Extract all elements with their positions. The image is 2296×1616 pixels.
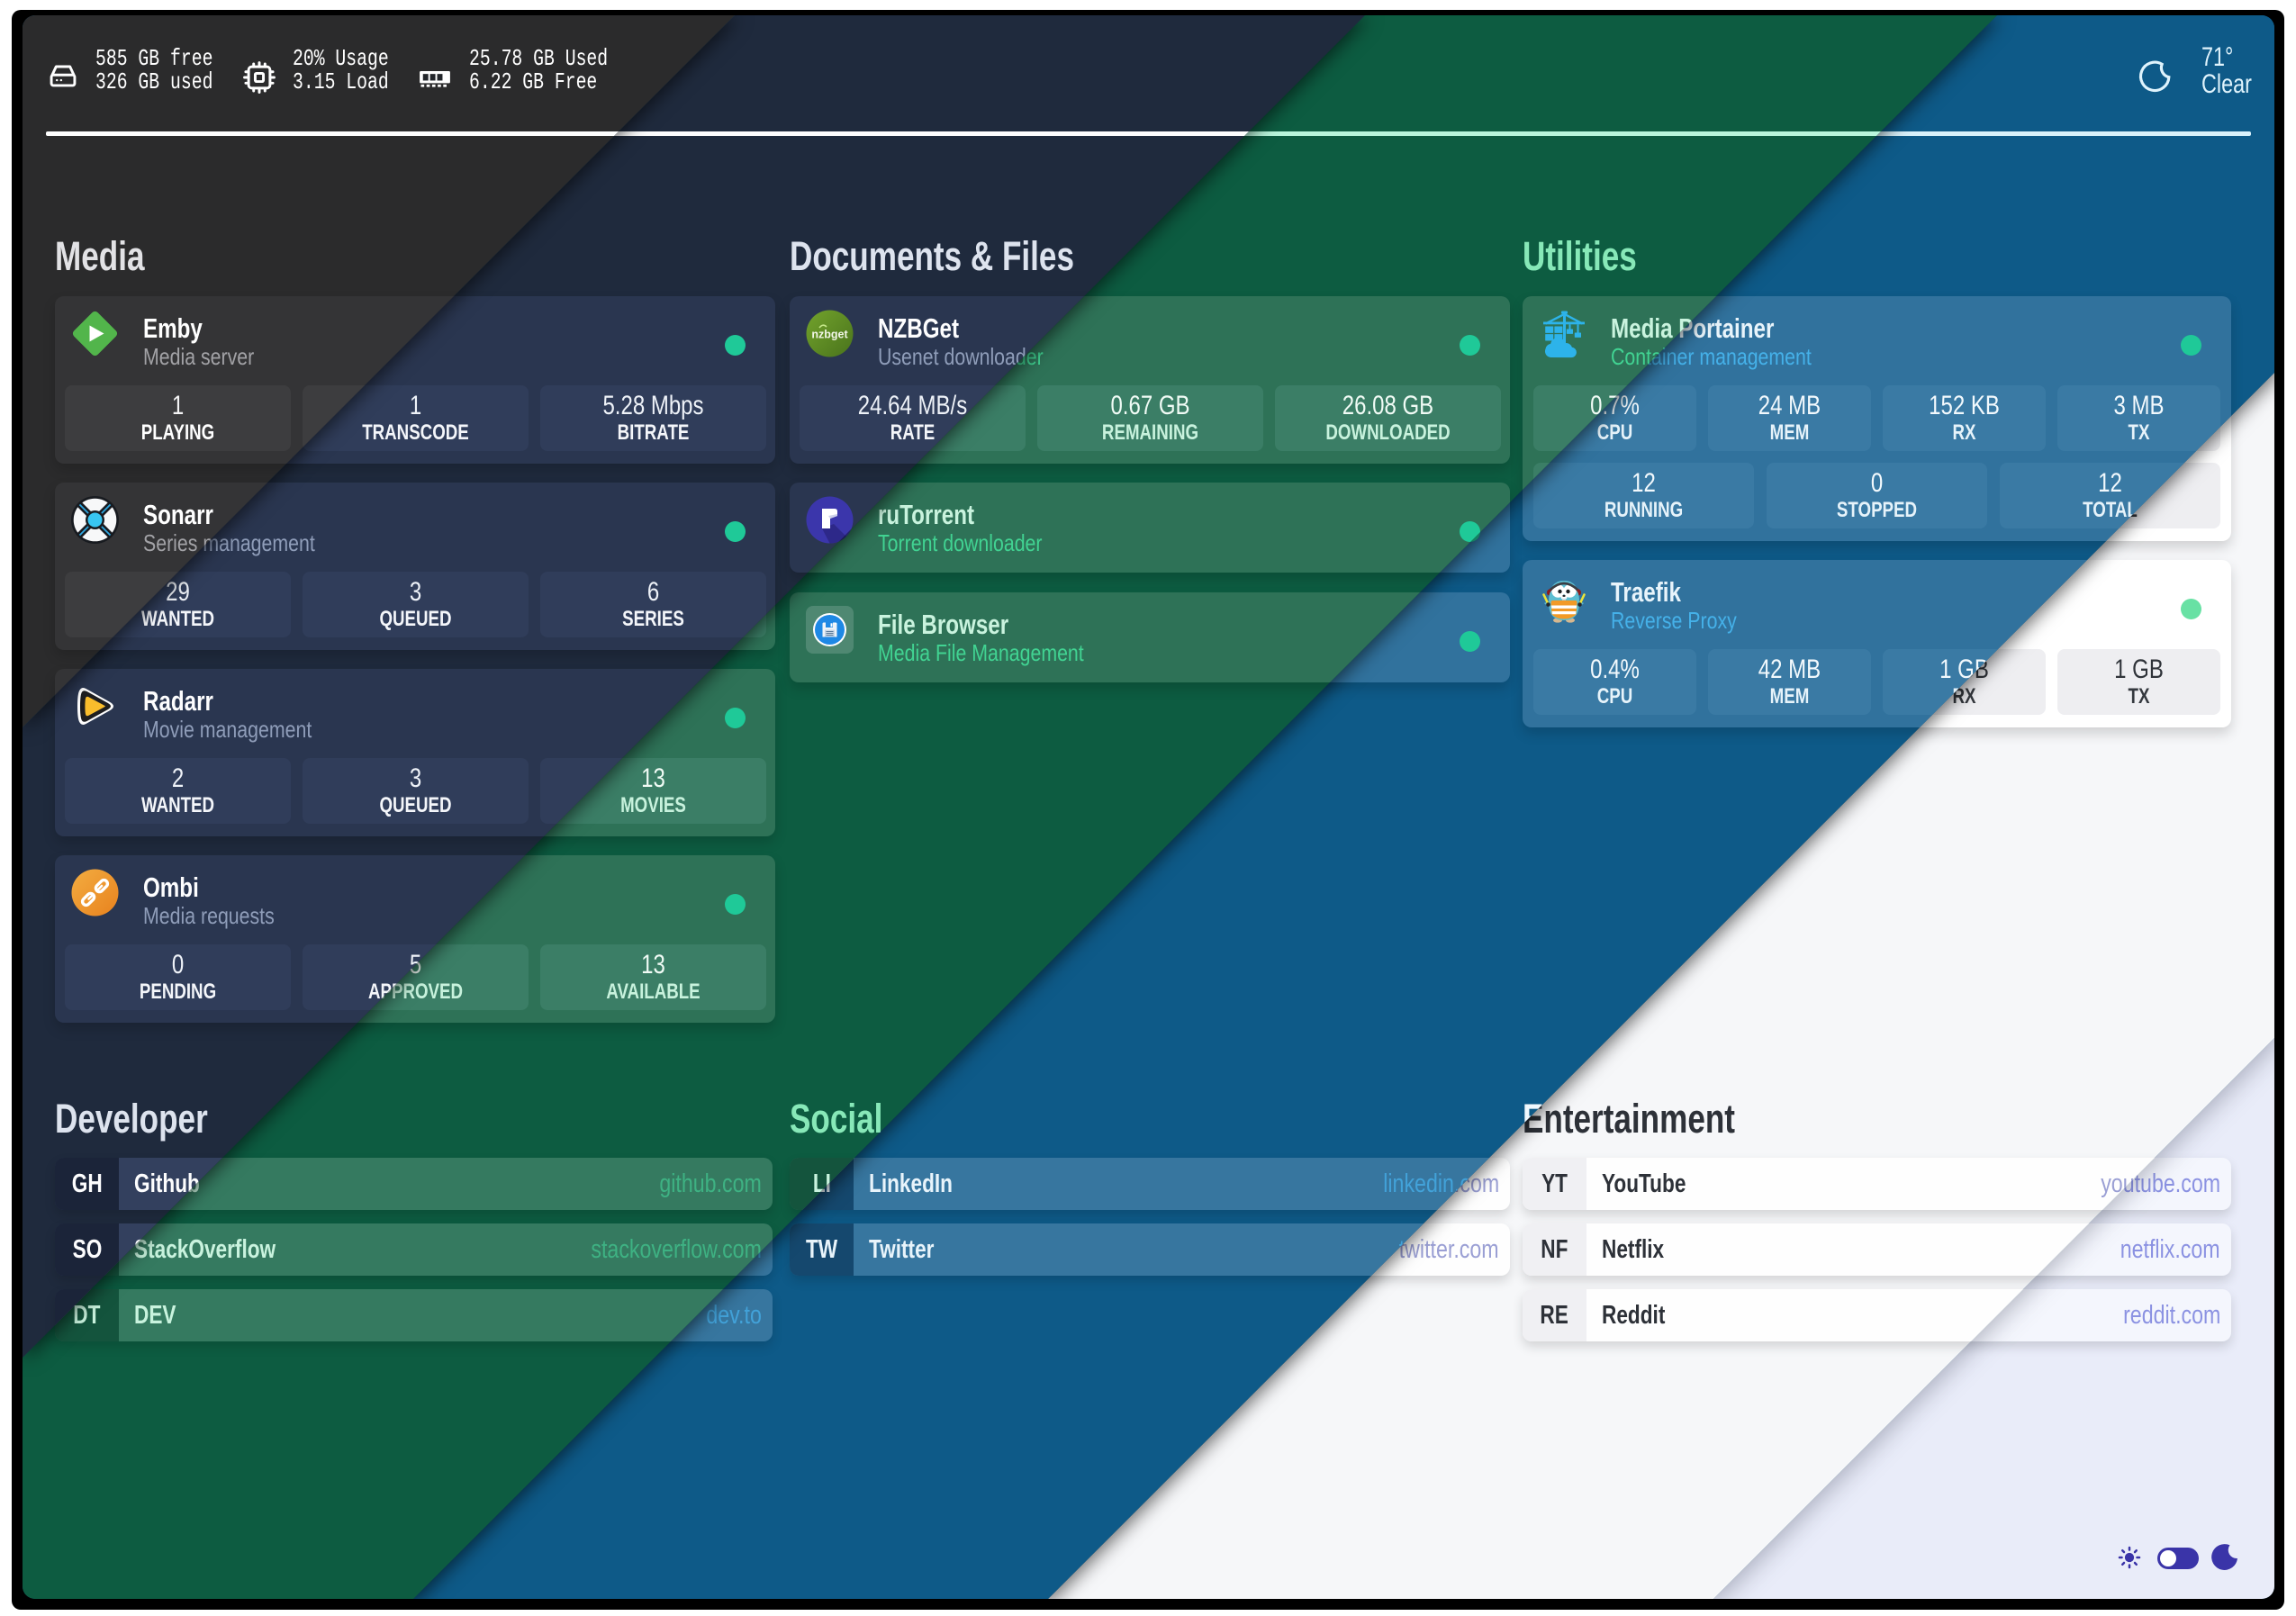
svg-text:nzbget: nzbget bbox=[811, 329, 848, 341]
svg-text:nzbget: nzbget bbox=[811, 329, 848, 341]
